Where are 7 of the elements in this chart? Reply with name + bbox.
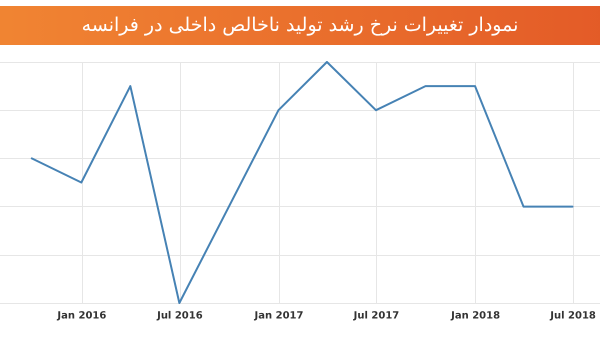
x-tick-label: Jul 2018 — [549, 310, 596, 322]
x-tick-label: Jan 2017 — [254, 310, 304, 322]
x-tick-label: Jul 2016 — [156, 310, 203, 322]
x-tick-label: Jan 2018 — [450, 310, 500, 322]
chart-title: نمودار تغییرات نرخ رشد تولید ناخالص داخلی در فرانسه — [0, 6, 600, 45]
x-tick-label: Jan 2016 — [56, 310, 106, 322]
x-tick-label: Jul 2017 — [352, 310, 400, 322]
